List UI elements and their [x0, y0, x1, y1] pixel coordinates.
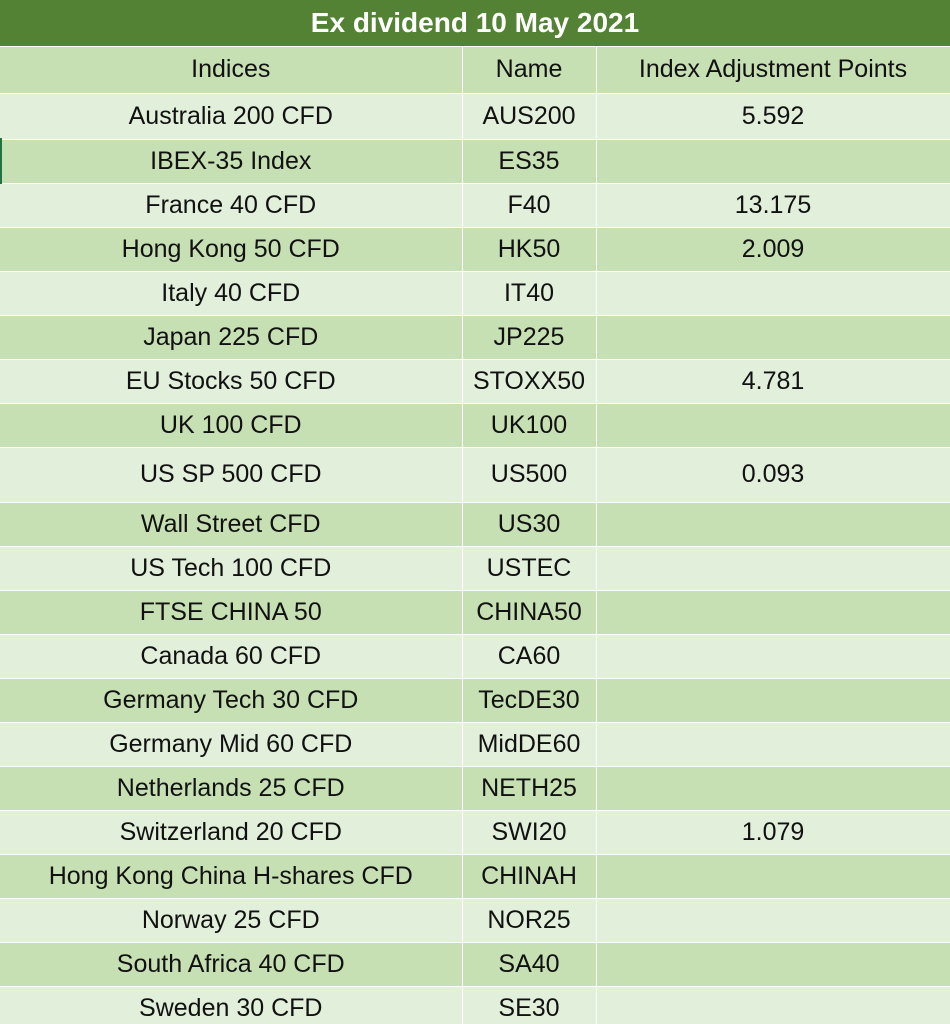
cell-name[interactable]: CHINAH [462, 854, 597, 899]
table-row: Australia 200 CFD AUS200 5.592 [0, 93, 950, 140]
table-row: France 40 CFD F40 13.175 [0, 183, 950, 228]
cell-adjustment-points[interactable] [596, 986, 950, 1024]
table-row: Germany Tech 30 CFD TecDE30 [0, 678, 950, 723]
cell-adjustment-points[interactable]: 5.592 [596, 93, 950, 140]
cell-name[interactable]: IT40 [462, 271, 597, 316]
cell-index[interactable]: FTSE CHINA 50 [0, 590, 463, 635]
cell-adjustment-points[interactable]: 13.175 [596, 183, 950, 228]
cell-index[interactable]: South Africa 40 CFD [0, 942, 463, 987]
cell-name[interactable]: CA60 [462, 634, 597, 679]
table-row: US Tech 100 CFD USTEC [0, 546, 950, 591]
column-header-index-adjustment-points[interactable]: Index Adjustment Points [596, 47, 950, 94]
table-row: Germany Mid 60 CFD MidDE60 [0, 722, 950, 767]
cell-name[interactable]: NETH25 [462, 766, 597, 811]
cell-index[interactable]: US Tech 100 CFD [0, 546, 463, 591]
cell-index[interactable]: France 40 CFD [0, 183, 463, 228]
column-header-name[interactable]: Name [462, 47, 597, 94]
cell-index[interactable]: US SP 500 CFD [0, 447, 463, 503]
table-row: Hong Kong China H-shares CFD CHINAH [0, 854, 950, 899]
table-row: US SP 500 CFD US500 0.093 [0, 447, 950, 503]
table-row: Japan 225 CFD JP225 [0, 315, 950, 360]
cell-name[interactable]: US500 [462, 447, 597, 503]
cell-adjustment-points[interactable] [596, 898, 950, 943]
cell-name[interactable]: ES35 [462, 139, 597, 184]
table-title: Ex dividend 10 May 2021 [0, 0, 950, 47]
cell-name[interactable]: SWI20 [462, 810, 597, 855]
cell-index[interactable]: Germany Mid 60 CFD [0, 722, 463, 767]
cell-name[interactable]: SA40 [462, 942, 597, 987]
cell-index[interactable]: Netherlands 25 CFD [0, 766, 463, 811]
dividend-table: Indices Name Index Adjustment Points Aus… [0, 47, 950, 1024]
active-cell-indicator [0, 138, 2, 184]
cell-adjustment-points[interactable]: 4.781 [596, 359, 950, 404]
cell-adjustment-points[interactable] [596, 634, 950, 679]
cell-name[interactable]: HK50 [462, 227, 597, 272]
cell-index[interactable]: Switzerland 20 CFD [0, 810, 463, 855]
table-row: UK 100 CFD UK100 [0, 403, 950, 448]
cell-adjustment-points[interactable] [596, 546, 950, 591]
cell-index[interactable]: Hong Kong 50 CFD [0, 227, 463, 272]
cell-adjustment-points[interactable] [596, 139, 950, 184]
cell-adjustment-points[interactable] [596, 590, 950, 635]
cell-adjustment-points[interactable] [596, 403, 950, 448]
cell-adjustment-points[interactable]: 1.079 [596, 810, 950, 855]
cell-index[interactable]: EU Stocks 50 CFD [0, 359, 463, 404]
cell-adjustment-points[interactable] [596, 315, 950, 360]
cell-index[interactable]: Italy 40 CFD [0, 271, 463, 316]
cell-adjustment-points[interactable] [596, 271, 950, 316]
table-row: South Africa 40 CFD SA40 [0, 942, 950, 987]
table-row: Switzerland 20 CFD SWI20 1.079 [0, 810, 950, 855]
cell-adjustment-points[interactable] [596, 678, 950, 723]
cell-name[interactable]: JP225 [462, 315, 597, 360]
cell-index[interactable]: Japan 225 CFD [0, 315, 463, 360]
cell-name[interactable]: US30 [462, 502, 597, 547]
cell-adjustment-points[interactable] [596, 854, 950, 899]
cell-name[interactable]: NOR25 [462, 898, 597, 943]
cell-index[interactable]: UK 100 CFD [0, 403, 463, 448]
cell-name[interactable]: SE30 [462, 986, 597, 1024]
table-row: EU Stocks 50 CFD STOXX50 4.781 [0, 359, 950, 404]
cell-adjustment-points[interactable] [596, 942, 950, 987]
table-row: FTSE CHINA 50 CHINA50 [0, 590, 950, 635]
cell-name[interactable]: USTEC [462, 546, 597, 591]
table-row: Italy 40 CFD IT40 [0, 271, 950, 316]
cell-name[interactable]: TecDE30 [462, 678, 597, 723]
table-row: Norway 25 CFD NOR25 [0, 898, 950, 943]
cell-index[interactable]: Hong Kong China H-shares CFD [0, 854, 463, 899]
table-row: Netherlands 25 CFD NETH25 [0, 766, 950, 811]
cell-index[interactable]: Sweden 30 CFD [0, 986, 463, 1024]
cell-name[interactable]: STOXX50 [462, 359, 597, 404]
cell-name[interactable]: AUS200 [462, 93, 597, 140]
table-row: Hong Kong 50 CFD HK50 2.009 [0, 227, 950, 272]
table-row: Sweden 30 CFD SE30 [0, 986, 950, 1024]
cell-index[interactable]: Canada 60 CFD [0, 634, 463, 679]
cell-name[interactable]: UK100 [462, 403, 597, 448]
column-header-indices[interactable]: Indices [0, 47, 463, 94]
cell-index[interactable]: Wall Street CFD [0, 502, 463, 547]
table-body: Australia 200 CFD AUS200 5.592 IBEX-35 Inde… [0, 93, 950, 1024]
cell-name[interactable]: CHINA50 [462, 590, 597, 635]
table-row: Wall Street CFD US30 [0, 502, 950, 547]
header-row: Indices Name Index Adjustment Points [0, 47, 950, 94]
cell-name[interactable]: MidDE60 [462, 722, 597, 767]
table-row: IBEX-35 Index ES35 [0, 139, 950, 184]
cell-index[interactable]: IBEX-35 Index [0, 139, 463, 184]
cell-index[interactable]: Norway 25 CFD [0, 898, 463, 943]
cell-adjustment-points[interactable] [596, 722, 950, 767]
cell-adjustment-points[interactable] [596, 766, 950, 811]
cell-index[interactable]: Australia 200 CFD [0, 93, 463, 140]
table-row: Canada 60 CFD CA60 [0, 634, 950, 679]
cell-name[interactable]: F40 [462, 183, 597, 228]
cell-index[interactable]: Germany Tech 30 CFD [0, 678, 463, 723]
cell-adjustment-points[interactable]: 2.009 [596, 227, 950, 272]
cell-adjustment-points[interactable]: 0.093 [596, 447, 950, 503]
cell-adjustment-points[interactable] [596, 502, 950, 547]
